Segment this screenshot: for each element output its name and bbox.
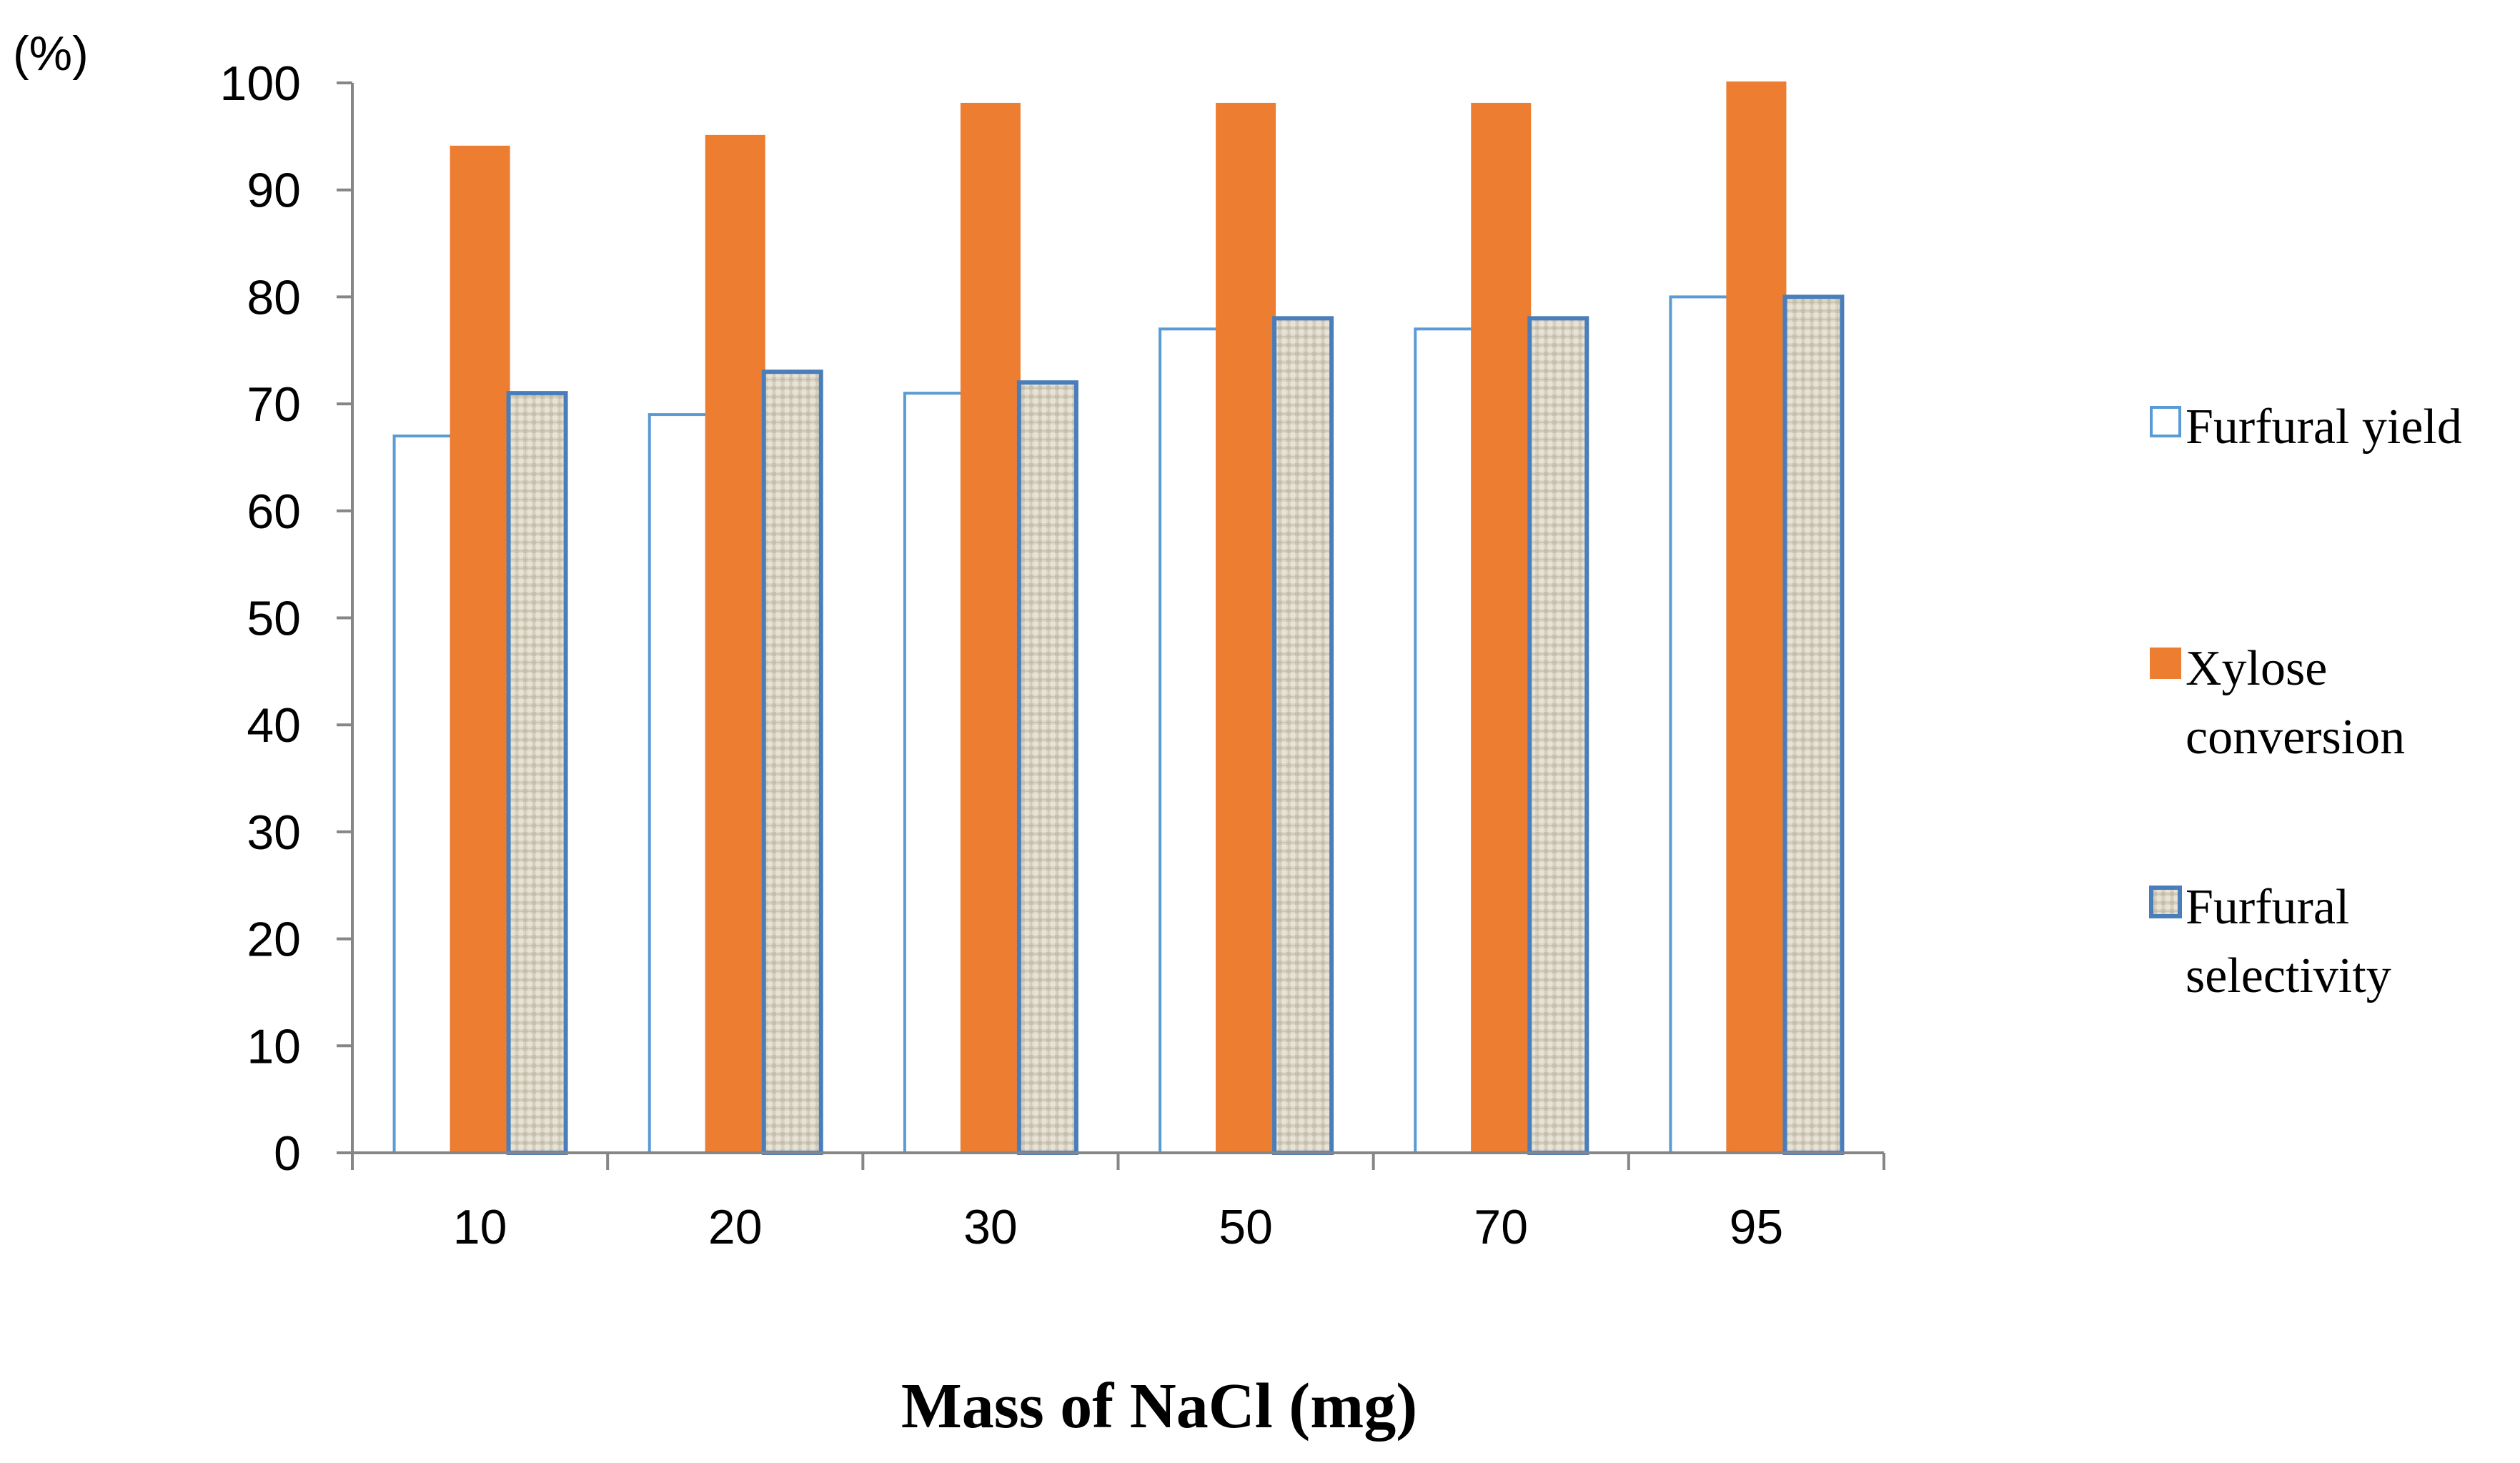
y-tick-label: 20	[247, 913, 301, 967]
legend-label-3: Furfural	[2186, 880, 2349, 935]
bars-layer	[392, 81, 1845, 1156]
x-ticks: 10 20 30 50 70 95	[351, 1153, 1885, 1254]
x-axis-title: Mass of NaCl (mg)	[901, 1371, 1417, 1442]
legend-label-3: selectivity	[2186, 948, 2391, 1003]
bar-xylose-conversion-20	[705, 134, 765, 1155]
bar-xylose-conversion-50	[1216, 102, 1276, 1155]
y-tick-label: 50	[247, 592, 301, 646]
x-tick-label: 50	[1219, 1200, 1273, 1254]
bar-furfural-yield-70	[1414, 327, 1474, 1154]
bar-furfural-selectivity-50	[1272, 316, 1334, 1156]
x-tick-label: 70	[1474, 1200, 1528, 1254]
bar-furfural-selectivity-95	[1782, 294, 1845, 1155]
y-tick-label: 0	[274, 1126, 301, 1181]
bar-furfural-selectivity-70	[1527, 316, 1589, 1156]
y-tick-label: 40	[247, 698, 301, 753]
bar-furfural-selectivity-20	[761, 370, 823, 1156]
y-tick-label: 70	[247, 377, 301, 432]
y-tick-label: 90	[247, 164, 301, 218]
y-ticks: 0 10 20 30 40 50 60 70 80 90 100	[220, 56, 352, 1181]
legend-label-1: Furfural yield	[2186, 400, 2462, 455]
x-tick-label: 10	[453, 1200, 507, 1254]
axes: 0 10 20 30 40 50 60 70 80 90 100 10 20 30 50 70 95	[220, 56, 1885, 1254]
legend-swatch-1	[2150, 406, 2181, 437]
bar-furfural-yield-20	[648, 413, 708, 1155]
legend-label-2: conversion	[2186, 710, 2405, 765]
x-tick-label: 95	[1730, 1200, 1784, 1254]
bar-xylose-conversion-95	[1726, 81, 1787, 1154]
legend-label-2: Xylose	[2186, 641, 2327, 696]
y-tick-label: 100	[220, 56, 301, 111]
y-tick-label: 30	[247, 805, 301, 860]
bar-furfural-yield-10	[392, 435, 453, 1154]
y-axis-unit-label: (%)	[13, 26, 89, 81]
bar-xylose-conversion-30	[960, 102, 1021, 1155]
bar-furfural-selectivity-10	[506, 391, 568, 1155]
bar-xylose-conversion-10	[450, 145, 510, 1155]
y-tick-label: 80	[247, 270, 301, 324]
bar-furfural-yield-30	[903, 392, 963, 1154]
x-tick-label: 30	[963, 1200, 1018, 1254]
bar-furfural-selectivity-30	[1016, 380, 1078, 1155]
legend: Furfural yield Xylose conversion Furfural se…	[2149, 400, 2462, 1003]
legend-swatch-2	[2150, 648, 2181, 679]
y-tick-label: 60	[247, 485, 301, 539]
bar-furfural-yield-50	[1159, 327, 1219, 1154]
bar-furfural-yield-95	[1669, 295, 1730, 1154]
legend-swatch-3	[2149, 886, 2182, 918]
x-tick-label: 20	[708, 1200, 763, 1254]
bar-xylose-conversion-70	[1471, 102, 1532, 1155]
y-tick-label: 10	[247, 1019, 301, 1073]
